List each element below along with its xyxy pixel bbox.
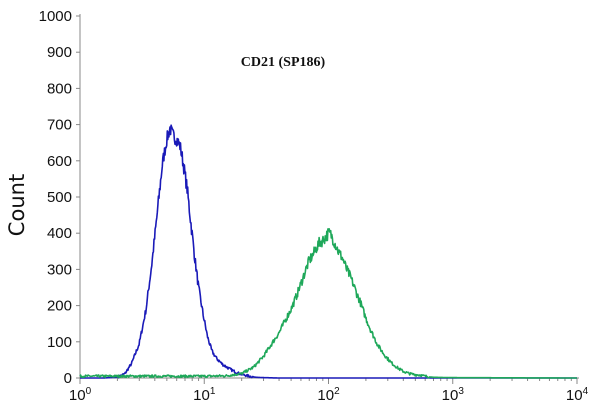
x-tick-base: 10 bbox=[442, 387, 459, 404]
y-tick-label: 100 bbox=[47, 334, 72, 351]
y-tick-label: 700 bbox=[47, 117, 72, 134]
x-tick-label: 104 bbox=[566, 386, 589, 404]
x-tick-base: 10 bbox=[317, 387, 334, 404]
y-tick-label: 1000 bbox=[39, 8, 72, 25]
chart-title: CD21 (SP186) bbox=[241, 55, 326, 70]
y-tick-label: 400 bbox=[47, 225, 72, 242]
x-tick-exponent: 3 bbox=[458, 386, 464, 397]
series-line-green bbox=[79, 228, 578, 379]
y-tick-label: 200 bbox=[47, 298, 72, 315]
series-layer bbox=[79, 124, 578, 379]
x-tick-exponent: 0 bbox=[86, 386, 92, 397]
x-tick-exponent: 4 bbox=[583, 386, 589, 397]
y-tick-label: 900 bbox=[47, 44, 72, 61]
x-tick-base: 10 bbox=[193, 387, 210, 404]
y-tick-label: 300 bbox=[47, 261, 72, 278]
x-tick-label: 102 bbox=[317, 386, 340, 404]
axes bbox=[79, 14, 579, 379]
x-tick-label: 100 bbox=[69, 386, 92, 404]
y-tick-label: 600 bbox=[47, 153, 72, 170]
x-tick-label: 101 bbox=[193, 386, 216, 404]
x-ticks: 100 101 102 103 104 bbox=[69, 378, 589, 404]
y-ticks: 0 100 200 300 400 500 600 700 800 900 1000 bbox=[39, 8, 80, 387]
x-tick-label: 103 bbox=[442, 386, 465, 404]
y-tick-label: 0 bbox=[64, 370, 72, 387]
x-tick-exponent: 2 bbox=[334, 386, 340, 397]
y-tick-label: 800 bbox=[47, 80, 72, 97]
x-tick-exponent: 1 bbox=[210, 386, 216, 397]
x-tick-base: 10 bbox=[69, 387, 86, 404]
y-axis-title: Count bbox=[5, 174, 29, 236]
y-tick-label: 500 bbox=[47, 189, 72, 206]
series-line-blue bbox=[79, 124, 578, 379]
x-tick-base: 10 bbox=[566, 387, 583, 404]
